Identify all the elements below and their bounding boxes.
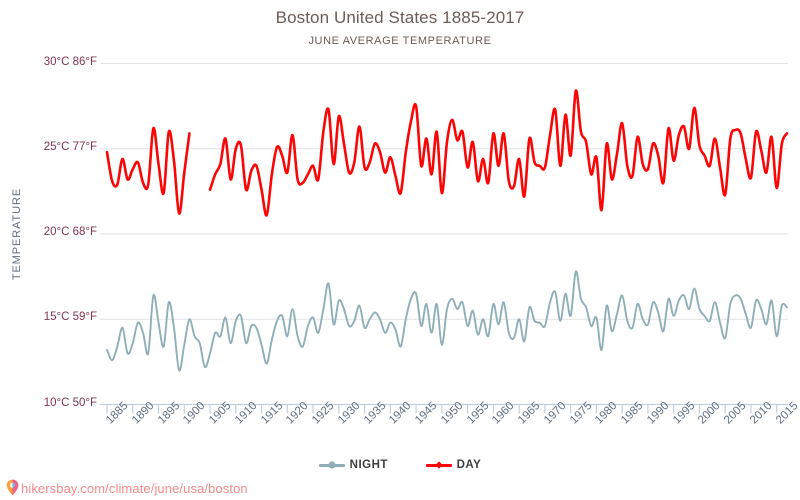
series-line-day [105, 126, 191, 215]
source-watermark[interactable]: hikersbay.com/climate/june/usa/boston [6, 479, 248, 499]
legend-item-day[interactable]: DAY [425, 459, 482, 471]
circle-marker-icon [328, 461, 336, 469]
y-tick-label: 15°C 59°F [43, 311, 97, 324]
y-tick-label: 25°C 77°F [43, 140, 97, 153]
y-axis-tick-labels: 30°C 86°F 25°C 77°F 20°C 68°F 15°C 59°F 10°C… [0, 0, 97, 500]
y-tick-label: 30°C 86°F [43, 55, 97, 68]
chart-legend: NIGHT DAY [0, 459, 800, 471]
y-tick-label: 20°C 68°F [43, 226, 97, 238]
legend-item-night[interactable]: NIGHT [318, 459, 388, 471]
series-line-night [106, 270, 788, 372]
diamond-marker-icon [435, 461, 443, 469]
chart-subtitle: JUNE AVERAGE TEMPERATURE [308, 35, 492, 47]
page-title: Boston United States 1885-2017 [275, 8, 525, 27]
series-line-day [208, 89, 789, 217]
legend-swatch-night [318, 459, 345, 471]
source-url: hikersbay.com/climate/june/usa/boston [21, 481, 248, 496]
legend-swatch-day [425, 459, 452, 471]
legend-label-night: NIGHT [349, 459, 388, 471]
y-tick-label: 10°C 50°F [43, 396, 97, 409]
map-pin-icon [6, 479, 19, 499]
legend-label-day: DAY [456, 459, 482, 471]
